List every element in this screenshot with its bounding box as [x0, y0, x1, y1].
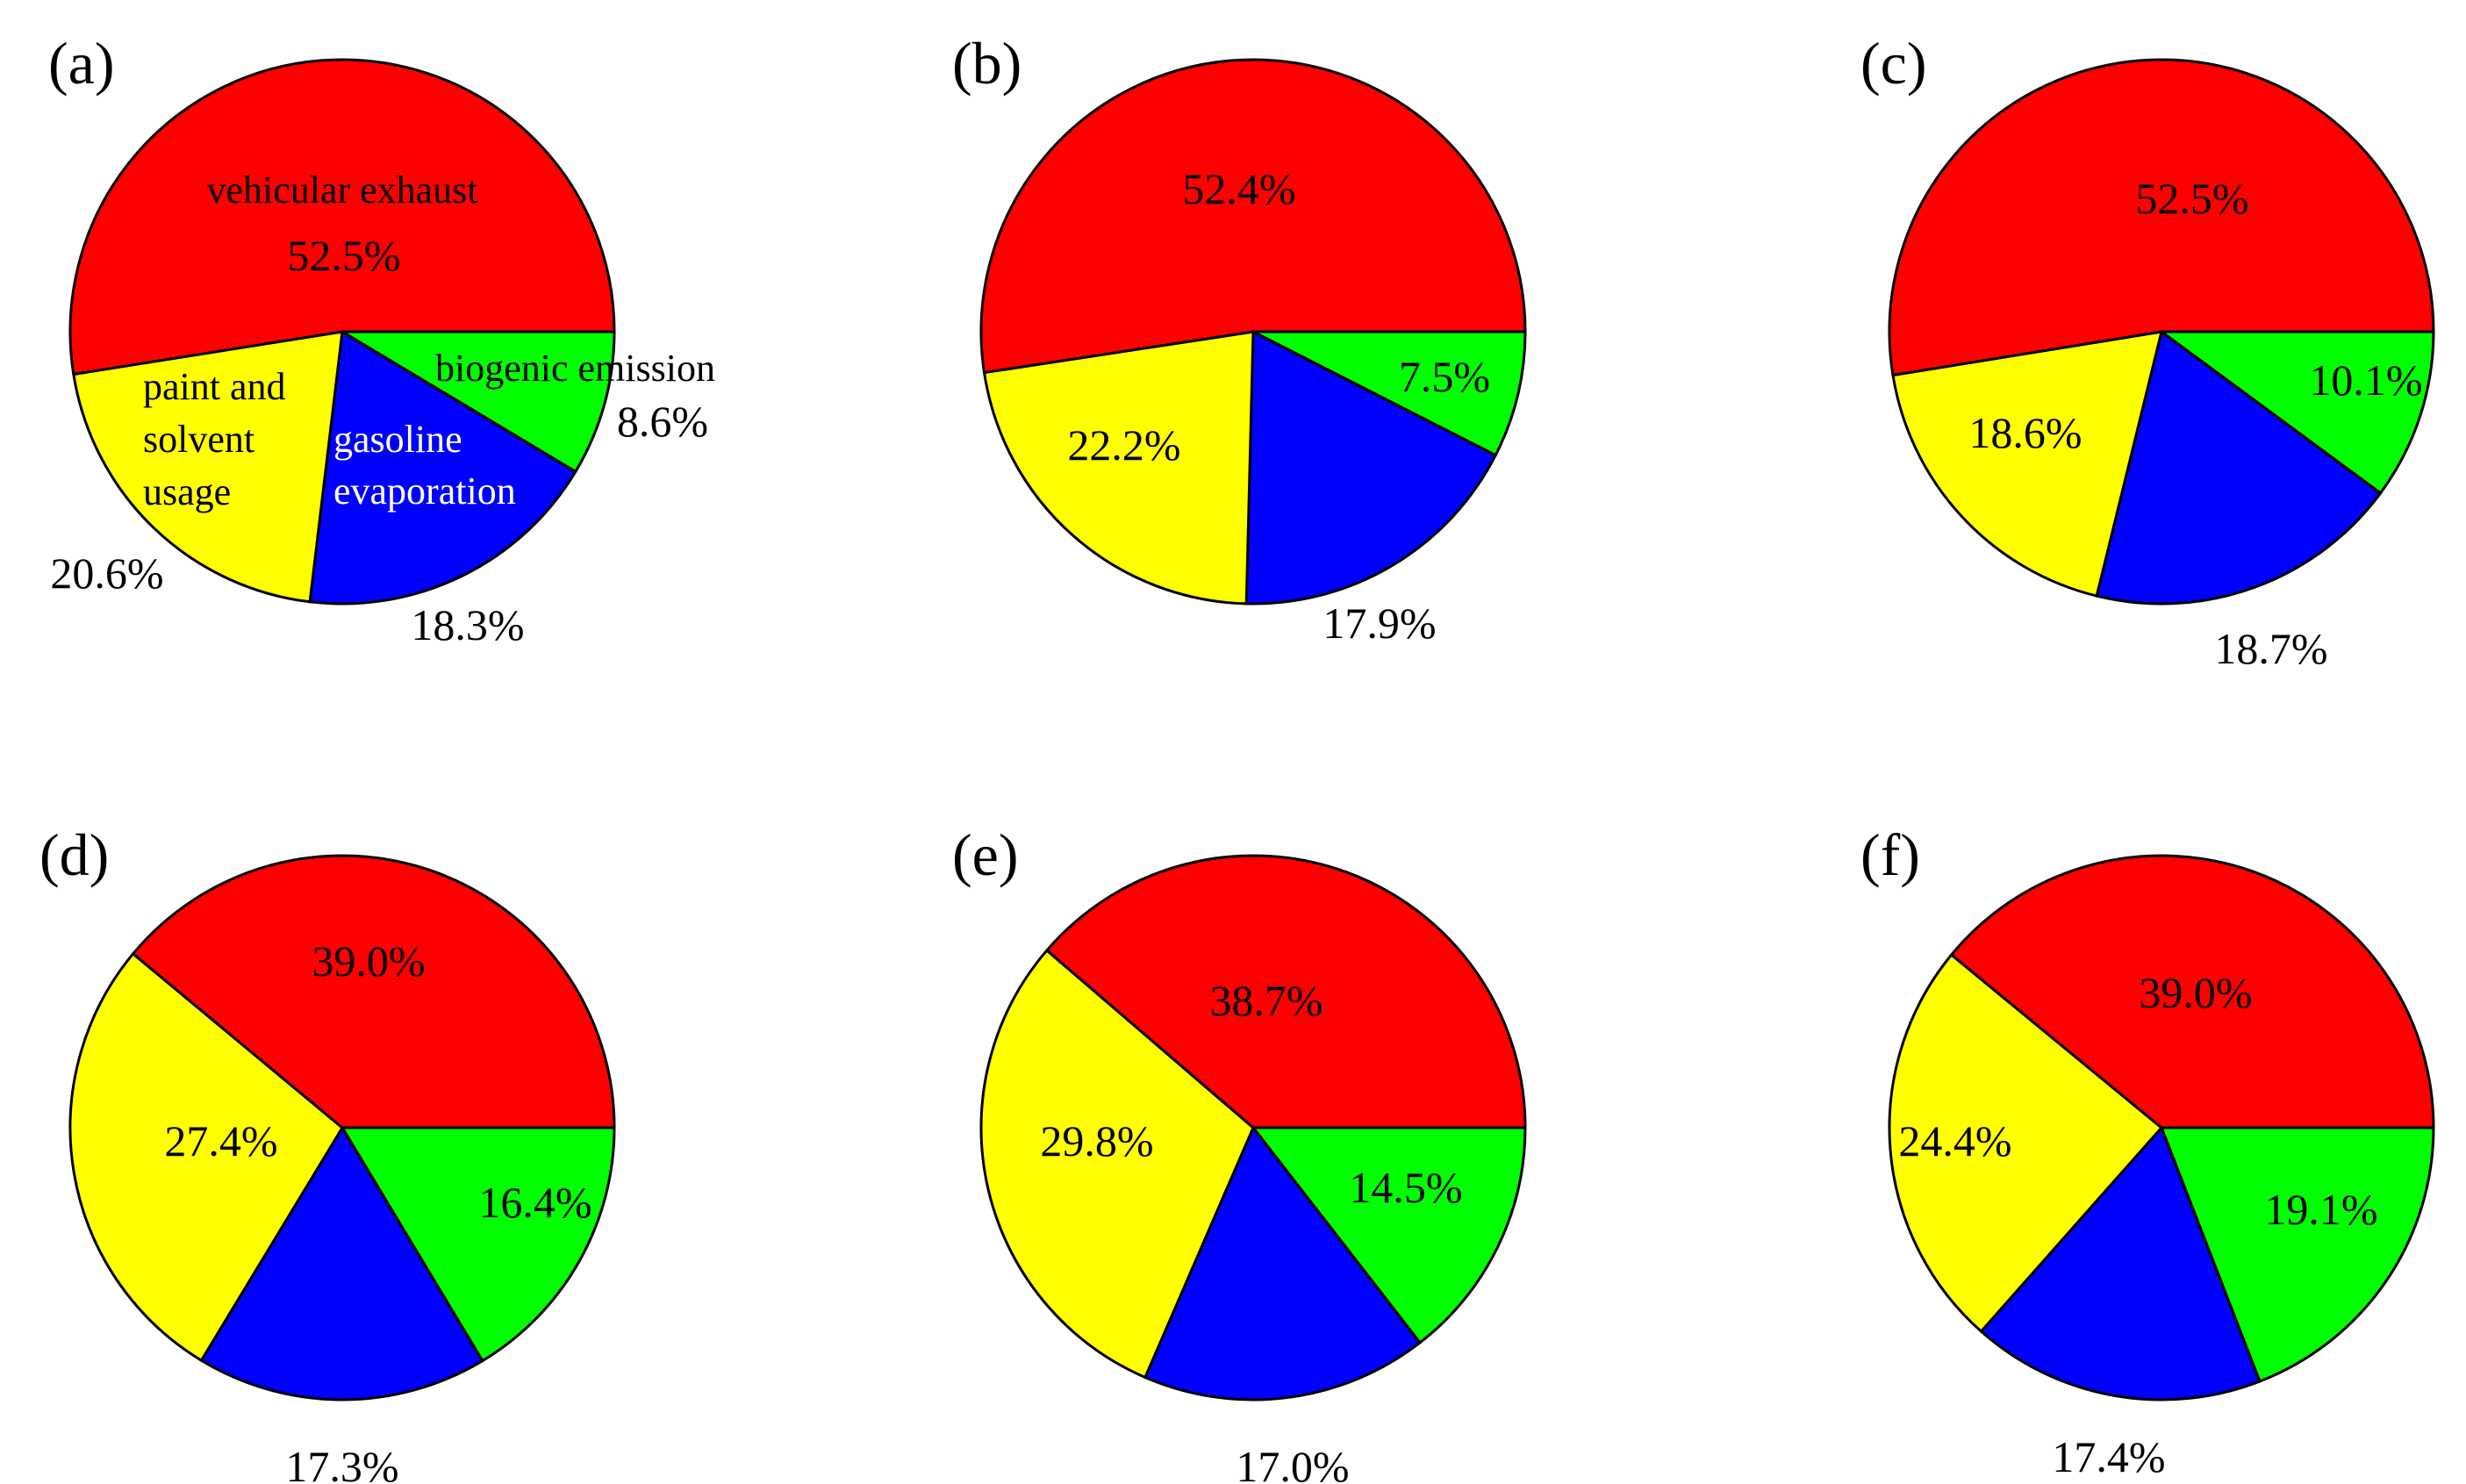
value-label-paint-solvent-usage: 24.4%	[1898, 1116, 2011, 1165]
pie-slice-biogenic-emission	[2159, 1126, 2435, 1384]
category-label-paint-3: usage	[143, 470, 231, 513]
value-label-biogenic-emission: 19.1%	[2264, 1185, 2377, 1234]
pie-slice-paint-solvent-usage	[979, 948, 1255, 1380]
category-label-vehicular-exhaust: vehicular exhaust	[206, 168, 477, 211]
pie-slice-paint-solvent-usage	[1891, 330, 2163, 598]
pie-slice-vehicular-exhaust	[1888, 58, 2435, 377]
panel-c: (c) 52.5% 10.1% 18.7% 18.6%	[1860, 30, 2435, 673]
pie-slice-paint-solvent-usage	[72, 330, 344, 604]
panel-f-label: (f)	[1860, 821, 1920, 888]
pie-slice-gasoline-evaporation	[1244, 329, 1498, 606]
panel-c-slices	[1888, 58, 2435, 606]
panel-a: (a) vehicular exhaust 52.5% biogenic emi…	[48, 30, 715, 649]
panel-c-label: (c)	[1860, 30, 1926, 97]
pie-slice-vehicular-exhaust	[1949, 854, 2435, 1129]
value-label-gasoline-evaporation: 17.9%	[1323, 599, 1436, 648]
panel-d: (d) 39.0% 16.4% 17.3% 27.4%	[39, 821, 616, 1484]
pie-slice-vehicular-exhaust	[68, 58, 616, 376]
panel-b-slices	[979, 58, 1527, 606]
pie-slice-paint-solvent-usage	[1888, 952, 2164, 1334]
panel-f-slices	[1888, 854, 2435, 1402]
pie-slice-vehicular-exhaust	[1044, 854, 1527, 1129]
value-label-paint-solvent-usage: 22.2%	[1067, 420, 1180, 470]
pie-slice-biogenic-emission	[337, 330, 616, 474]
panel-a-slices	[68, 58, 616, 606]
panel-e-label: (e)	[952, 821, 1018, 888]
value-label-vehicular-exhaust: 39.0%	[312, 936, 425, 986]
pie-slice-gasoline-evaporation	[1979, 1125, 2262, 1402]
category-label-gasoline-evaporation-1: gasoline	[333, 418, 462, 461]
pie-slice-biogenic-emission	[1252, 330, 1527, 457]
pie-slice-paint-solvent-usage	[68, 951, 344, 1363]
value-label-biogenic-emission: 14.5%	[1349, 1163, 1462, 1212]
value-label-gasoline-evaporation: 18.3%	[411, 600, 524, 649]
panel-b: (b) 52.4% 7.5% 17.9% 22.2%	[952, 30, 1527, 648]
value-label-vehicular-exhaust: 52.4%	[1182, 164, 1295, 213]
panel-e: (e) 38.7% 14.5% 17.0% 29.8%	[952, 821, 1527, 1484]
value-label-gasoline-evaporation: 17.4%	[2052, 1432, 2165, 1481]
value-label-biogenic-emission: 16.4%	[478, 1178, 591, 1227]
panel-e-slices	[979, 854, 1527, 1402]
panel-f: (f) 39.0% 19.1% 17.4% 24.4%	[1860, 821, 2435, 1481]
pie-slice-vehicular-exhaust	[979, 58, 1527, 375]
panel-d-label: (d)	[39, 821, 109, 888]
value-label-paint-solvent-usage: 18.6%	[1968, 408, 2082, 457]
value-label-vehicular-exhaust: 39.0%	[2139, 968, 2252, 1017]
value-label-paint-solvent-usage: 20.6%	[50, 548, 163, 598]
value-label-gasoline-evaporation: 17.3%	[285, 1442, 398, 1484]
value-label-gasoline-evaporation: 18.7%	[2214, 624, 2327, 673]
panel-b-label: (b)	[952, 30, 1022, 97]
pie-slice-gasoline-evaporation	[199, 1125, 484, 1402]
value-label-biogenic-emission: 8.6%	[617, 397, 708, 446]
value-label-paint-solvent-usage: 27.4%	[164, 1116, 277, 1165]
pie-slice-gasoline-evaporation	[2095, 329, 2383, 606]
value-label-vehicular-exhaust: 52.5%	[2135, 174, 2248, 223]
value-label-biogenic-emission: 10.1%	[2309, 355, 2422, 405]
value-label-vehicular-exhaust: 52.5%	[287, 231, 400, 280]
pie-slice-biogenic-emission	[2157, 330, 2435, 496]
value-label-gasoline-evaporation: 17.0%	[1236, 1442, 1349, 1484]
panel-a-label: (a)	[48, 30, 114, 97]
category-label-gasoline-evaporation-2: evaporation	[333, 470, 516, 513]
category-label-paint-1: paint and	[143, 365, 286, 408]
pie-slice-biogenic-emission	[340, 1126, 616, 1363]
value-label-paint-solvent-usage: 29.8%	[1040, 1116, 1153, 1165]
category-label-biogenic-emission: biogenic emission	[435, 347, 715, 390]
pie-slice-gasoline-evaporation	[308, 329, 577, 606]
category-label-paint-2: solvent	[143, 418, 254, 461]
pie-slice-biogenic-emission	[1250, 1126, 1527, 1345]
panel-d-slices	[68, 854, 616, 1402]
pie-slice-gasoline-evaporation	[1143, 1125, 1423, 1402]
value-label-vehicular-exhaust: 38.7%	[1209, 976, 1323, 1025]
pie-slice-vehicular-exhaust	[131, 854, 616, 1129]
pie-slice-paint-solvent-usage	[982, 330, 1255, 606]
value-label-biogenic-emission: 7.5%	[1399, 352, 1490, 401]
